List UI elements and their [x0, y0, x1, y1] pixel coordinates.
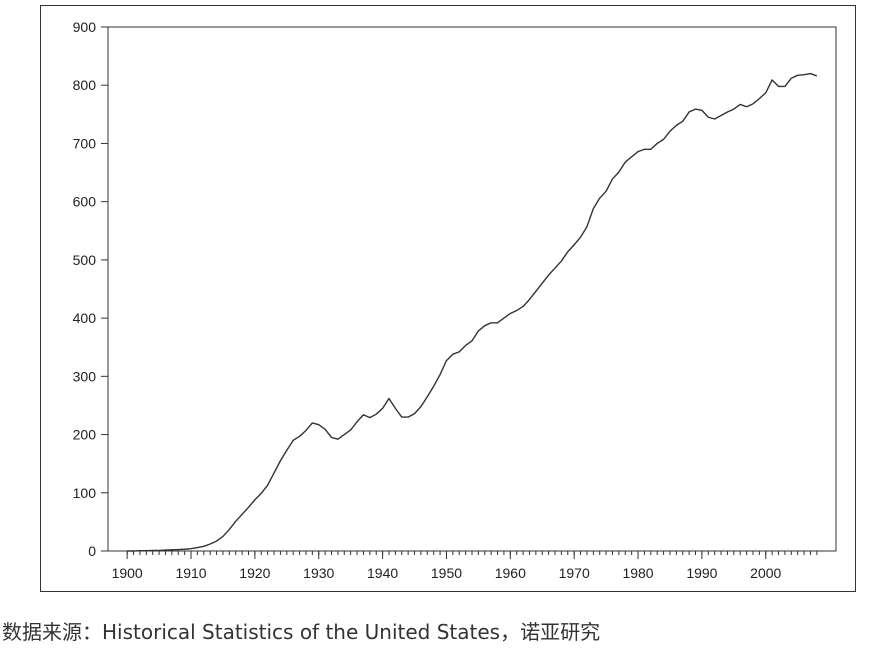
chart-frame: 0 100 200 300 400 500 600 700 800 900 1900 1910 1920… [40, 5, 856, 592]
y-tick-label: 200 [73, 427, 97, 443]
y-tick-label: 100 [73, 485, 97, 501]
x-tick-label: 1980 [622, 565, 653, 581]
y-tick-label: 700 [73, 135, 97, 151]
x-tick-label: 1930 [303, 565, 334, 581]
y-tick-label: 900 [73, 19, 97, 35]
x-tick-label: 1910 [175, 565, 206, 581]
x-tick-label: 1940 [367, 565, 398, 581]
x-tick-label: 2000 [750, 565, 781, 581]
x-tick-label: 1970 [559, 565, 590, 581]
y-tick-label: 400 [73, 310, 97, 326]
plot-border [107, 26, 837, 552]
y-tick-label: 0 [88, 543, 96, 559]
y-tick-label: 600 [73, 194, 97, 210]
x-tick-label: 1960 [495, 565, 526, 581]
y-tick-label: 300 [73, 368, 97, 384]
x-tick-label: 1990 [686, 565, 717, 581]
y-tick-label: 800 [73, 77, 97, 93]
line-chart: 0 100 200 300 400 500 600 700 800 900 1900 1910 1920… [73, 19, 837, 581]
x-tick-label: 1950 [431, 565, 462, 581]
series-line [127, 72, 818, 552]
source-note: 数据来源：Historical Statistics of the United… [2, 620, 601, 644]
x-tick-label: 1920 [239, 565, 270, 581]
plot-area: 0 100 200 300 400 500 600 700 800 900 1900 1910 1920… [73, 19, 837, 581]
x-tick-label: 1900 [112, 565, 143, 581]
y-tick-label: 500 [73, 252, 97, 268]
